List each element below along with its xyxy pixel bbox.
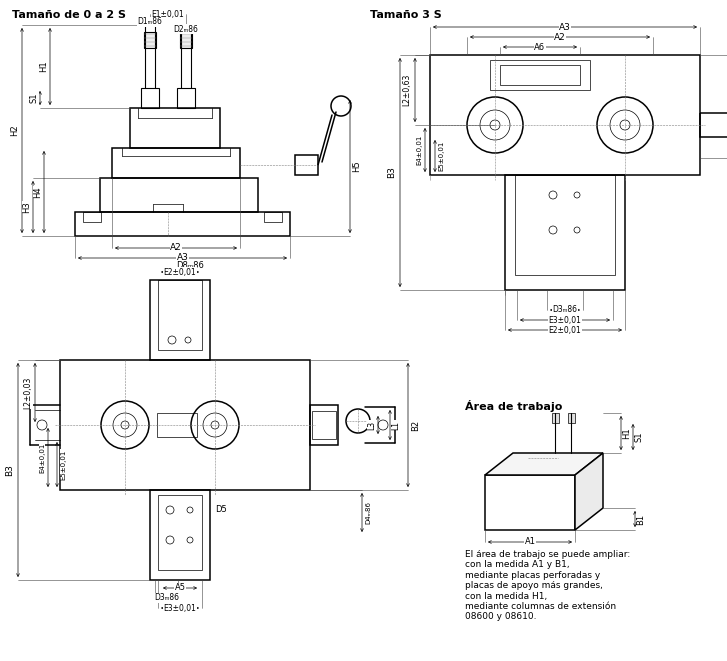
Bar	[177, 88, 195, 108]
Text: B1: B1	[637, 514, 646, 525]
Text: D8ₘ86: D8ₘ86	[176, 260, 204, 270]
Bar	[150, 490, 210, 580]
Text: E4±0,01: E4±0,01	[39, 442, 45, 473]
Text: Tamaño de 0 a 2 S: Tamaño de 0 a 2 S	[12, 10, 126, 20]
Text: S1: S1	[635, 432, 643, 442]
Bar	[700, 113, 727, 137]
Text: A2: A2	[554, 32, 566, 42]
Bar	[264, 212, 282, 222]
Text: B3: B3	[6, 464, 15, 476]
Text: E3±0,01: E3±0,01	[164, 603, 196, 613]
Text: L2±0,63: L2±0,63	[403, 74, 411, 106]
Text: E3±0,01: E3±0,01	[549, 315, 582, 325]
Bar	[141, 88, 159, 108]
Bar	[112, 148, 240, 178]
Text: H1: H1	[39, 61, 49, 72]
Text: D3ₘ86: D3ₘ86	[154, 594, 179, 602]
Text: A1: A1	[524, 537, 536, 547]
Bar	[180, 32, 192, 48]
Bar	[552, 413, 559, 423]
Text: A2: A2	[170, 243, 182, 253]
Bar	[295, 155, 318, 175]
Text: E1±0,01: E1±0,01	[152, 9, 185, 19]
Bar	[568, 413, 575, 423]
Text: B3: B3	[387, 167, 396, 178]
Text: E2±0,01: E2±0,01	[164, 268, 196, 276]
Bar	[75, 212, 290, 236]
Text: E2±0,01: E2±0,01	[549, 325, 582, 334]
Bar	[100, 178, 258, 212]
Text: D2ₘ86: D2ₘ86	[174, 24, 198, 34]
Bar	[515, 175, 615, 275]
Text: E4±0,01: E4±0,01	[416, 135, 422, 165]
Bar	[130, 108, 220, 148]
Text: L2±0,03: L2±0,03	[23, 376, 33, 408]
Text: Área de trabajo: Área de trabajo	[465, 400, 563, 412]
Bar	[158, 280, 202, 350]
Text: S1: S1	[30, 93, 39, 103]
Text: A3: A3	[559, 22, 571, 32]
Text: A6: A6	[534, 42, 545, 52]
Bar	[490, 60, 590, 90]
Text: D5: D5	[215, 506, 227, 514]
Polygon shape	[575, 453, 603, 530]
Bar	[500, 65, 580, 85]
Text: H4: H4	[33, 186, 42, 198]
Text: B2: B2	[411, 420, 420, 430]
Bar	[83, 212, 101, 222]
Text: H2: H2	[10, 125, 20, 136]
Text: L3: L3	[368, 420, 377, 430]
Text: H1: H1	[622, 427, 632, 439]
Bar	[150, 280, 210, 360]
Bar	[158, 495, 202, 570]
Bar	[144, 32, 156, 48]
Text: A5: A5	[174, 584, 185, 592]
Text: H5: H5	[353, 161, 361, 173]
Bar	[485, 475, 575, 530]
Text: Tamaño 3 S: Tamaño 3 S	[370, 10, 442, 20]
Bar	[312, 411, 336, 439]
Text: D3ₘ86: D3ₘ86	[553, 305, 577, 315]
Text: H3: H3	[23, 201, 31, 213]
Text: D4ₘ86: D4ₘ86	[365, 501, 371, 524]
Bar	[157, 413, 197, 437]
Bar	[505, 175, 625, 290]
Text: E5±0,01: E5±0,01	[438, 141, 444, 171]
Bar	[60, 360, 310, 490]
Text: El área de trabajo se puede ampliar:
con la medida A1 y B1,
mediante placas perf: El área de trabajo se puede ampliar: con…	[465, 550, 630, 621]
Bar	[310, 405, 338, 445]
Text: L1: L1	[392, 420, 401, 430]
Bar	[430, 55, 700, 175]
Polygon shape	[485, 453, 603, 475]
Text: D1ₘ86: D1ₘ86	[137, 17, 162, 26]
Text: E5±0,01: E5±0,01	[60, 449, 66, 480]
Text: A3: A3	[177, 254, 188, 262]
